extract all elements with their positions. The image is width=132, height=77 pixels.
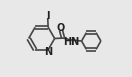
Text: I: I — [46, 11, 50, 21]
Text: N: N — [44, 47, 53, 57]
Text: HN: HN — [63, 37, 80, 47]
Text: O: O — [56, 23, 65, 33]
